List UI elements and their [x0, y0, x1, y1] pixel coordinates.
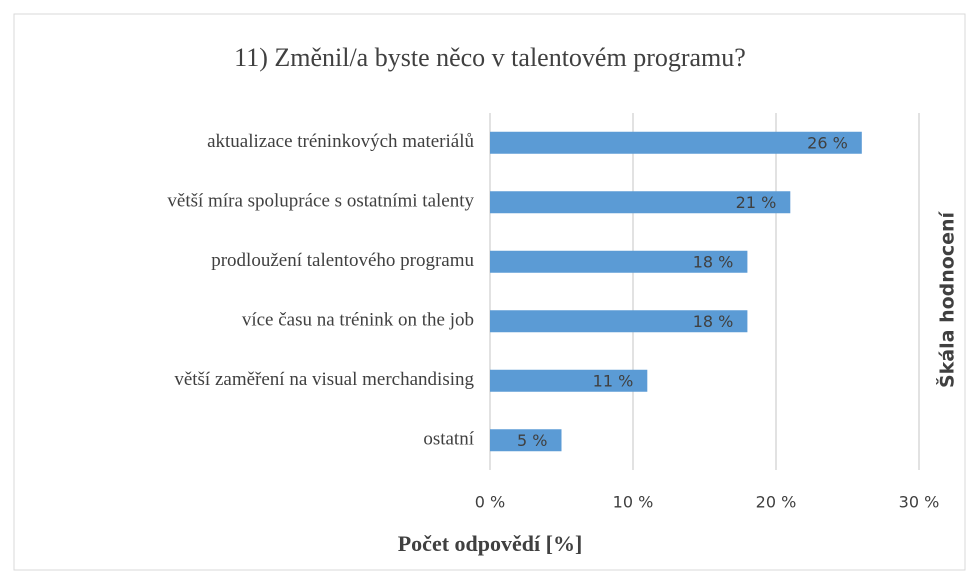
y-tick-label: větší zaměření na visual merchandising [174, 369, 474, 390]
bar [490, 429, 562, 452]
value-label: 26 % [807, 133, 848, 152]
y-tick-label: větší míra spolupráce s ostatními talent… [167, 191, 474, 212]
x-tick-label: 30 % [899, 493, 940, 512]
chart-title: 11) Změnil/a byste něco v talentovém pro… [234, 43, 746, 72]
x-tick-label: 20 % [756, 493, 797, 512]
x-tick-label: 0 % [475, 493, 505, 512]
value-label: 18 % [693, 252, 734, 271]
bar [490, 191, 791, 214]
value-label: 18 % [693, 312, 734, 331]
x-tick-label: 10 % [613, 493, 654, 512]
value-label: 5 % [517, 431, 547, 450]
bar [490, 131, 862, 154]
value-label: 21 % [736, 193, 777, 212]
x-axis-label: Počet odpovědí [%] [398, 531, 583, 556]
bar [490, 310, 748, 333]
y-tick-label: aktualizace tréninkových materiálů [207, 131, 474, 152]
bar [490, 250, 748, 273]
y-tick-label: více času na trénink on the job [242, 310, 474, 331]
right-label: Škála hodnocení [935, 210, 959, 388]
value-label: 11 % [593, 371, 634, 390]
y-tick-label: ostatní [423, 429, 474, 450]
y-tick-label: prodloužení talentového programu [211, 250, 474, 271]
bar [490, 369, 648, 392]
